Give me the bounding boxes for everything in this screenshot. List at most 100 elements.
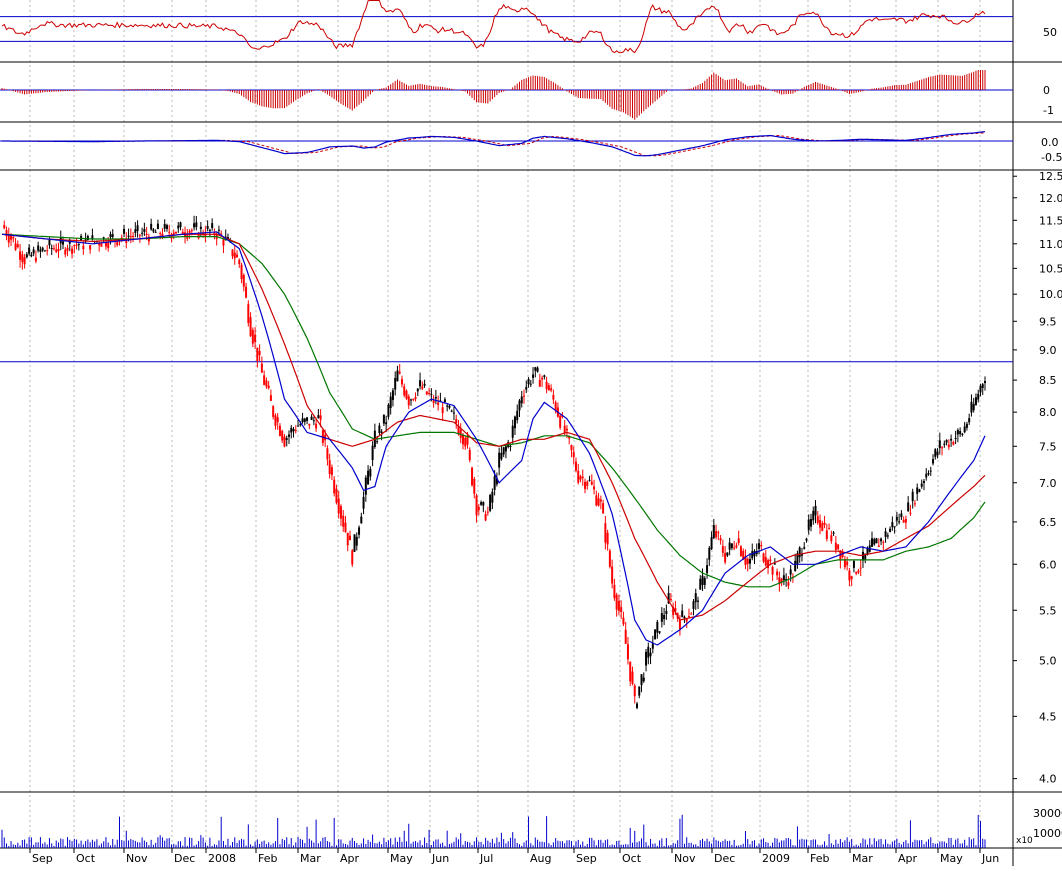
candle-body [737,538,740,544]
candle-body [563,425,566,433]
candle-body [593,486,596,490]
candle-body [495,478,498,485]
candle-body [816,516,819,523]
candle-body [500,452,503,460]
candle-body [656,621,659,633]
candle-body [434,397,437,399]
candle-body [226,237,229,239]
candle-body [690,613,693,615]
candle-body [984,381,986,383]
candle-body [649,652,652,657]
candle-body [611,566,614,584]
candle-body [631,671,634,684]
candle-body [710,537,713,550]
candle-body [595,495,598,506]
candle-body [5,230,8,237]
candle-body [541,377,544,380]
candle-body [380,431,383,433]
candle-body [23,257,26,265]
candle-body [491,491,494,503]
candle-body [848,570,851,581]
candle-body [909,512,912,514]
candle-body [55,249,58,253]
candle-body [717,532,720,534]
candle-body [669,598,672,601]
candle-body [21,254,24,263]
candle-body [764,557,767,566]
candle-body [369,468,372,477]
candle-body [715,530,718,538]
candle-body [412,398,415,400]
candle-body [410,399,413,401]
candle-body [109,234,112,238]
candle-body [258,351,261,356]
candle-body [667,593,670,604]
month-label: May [390,852,413,865]
candle-body [134,229,137,233]
candle-body [893,526,896,528]
candle-body [199,226,202,230]
candle-body [730,543,733,548]
candle-body [430,393,433,395]
candle-body [240,264,243,280]
candle-body [12,236,15,239]
candle-body [251,329,254,344]
candle-body [561,415,564,418]
price-tick-label: 7.0 [1039,477,1057,490]
candle-body [337,498,340,514]
candle-body [290,427,293,433]
volume-multiplier-label: x10 [1016,836,1033,846]
candle-body [828,528,831,530]
candle-body [10,235,13,240]
candle-body [100,243,103,247]
candle-body [846,561,849,566]
volume-tick-label: 10000 [1033,827,1062,840]
ma-long-line [1,233,986,588]
candle-body [272,406,275,417]
price-tick-label: 7.5 [1039,440,1057,453]
candle-body [238,259,241,265]
candle-body [739,546,742,556]
candle-body [916,487,919,494]
candle-body [900,513,903,518]
candle-body [981,384,984,388]
candle-body [692,601,695,609]
candle-body [929,470,932,472]
candle-body [367,470,370,485]
candle-body [880,538,883,542]
candle-body [760,544,763,546]
candle-body [172,232,175,236]
candle-body [360,516,363,524]
candle-body [850,576,853,580]
candle-body [604,523,607,543]
candle-body [344,522,347,533]
candle-body [952,441,955,445]
candle-body [773,563,776,565]
candle-body [683,616,686,619]
candle-body [968,418,971,423]
candle-body [746,558,749,564]
candle-body [547,385,550,391]
candle-body [306,417,309,421]
month-label: Jun [981,852,999,865]
candle-body [785,578,788,581]
candle-body [455,419,458,424]
candle-body [748,559,751,564]
candle-body [956,429,959,435]
candle-body [308,423,311,426]
candle-body [330,467,333,476]
candle-body [839,550,842,561]
month-label: Aug [530,852,551,865]
candle-body [371,445,374,461]
candle-body [823,522,826,525]
candle-body [572,452,575,458]
candle-body [136,225,139,232]
candle-body [809,518,812,527]
candle-body [871,538,874,547]
price-tick-label: 11.0 [1039,238,1062,251]
candle-body [875,538,878,544]
month-label: 2008 [208,852,236,865]
candle-body [753,551,756,557]
candle-body [224,236,227,238]
